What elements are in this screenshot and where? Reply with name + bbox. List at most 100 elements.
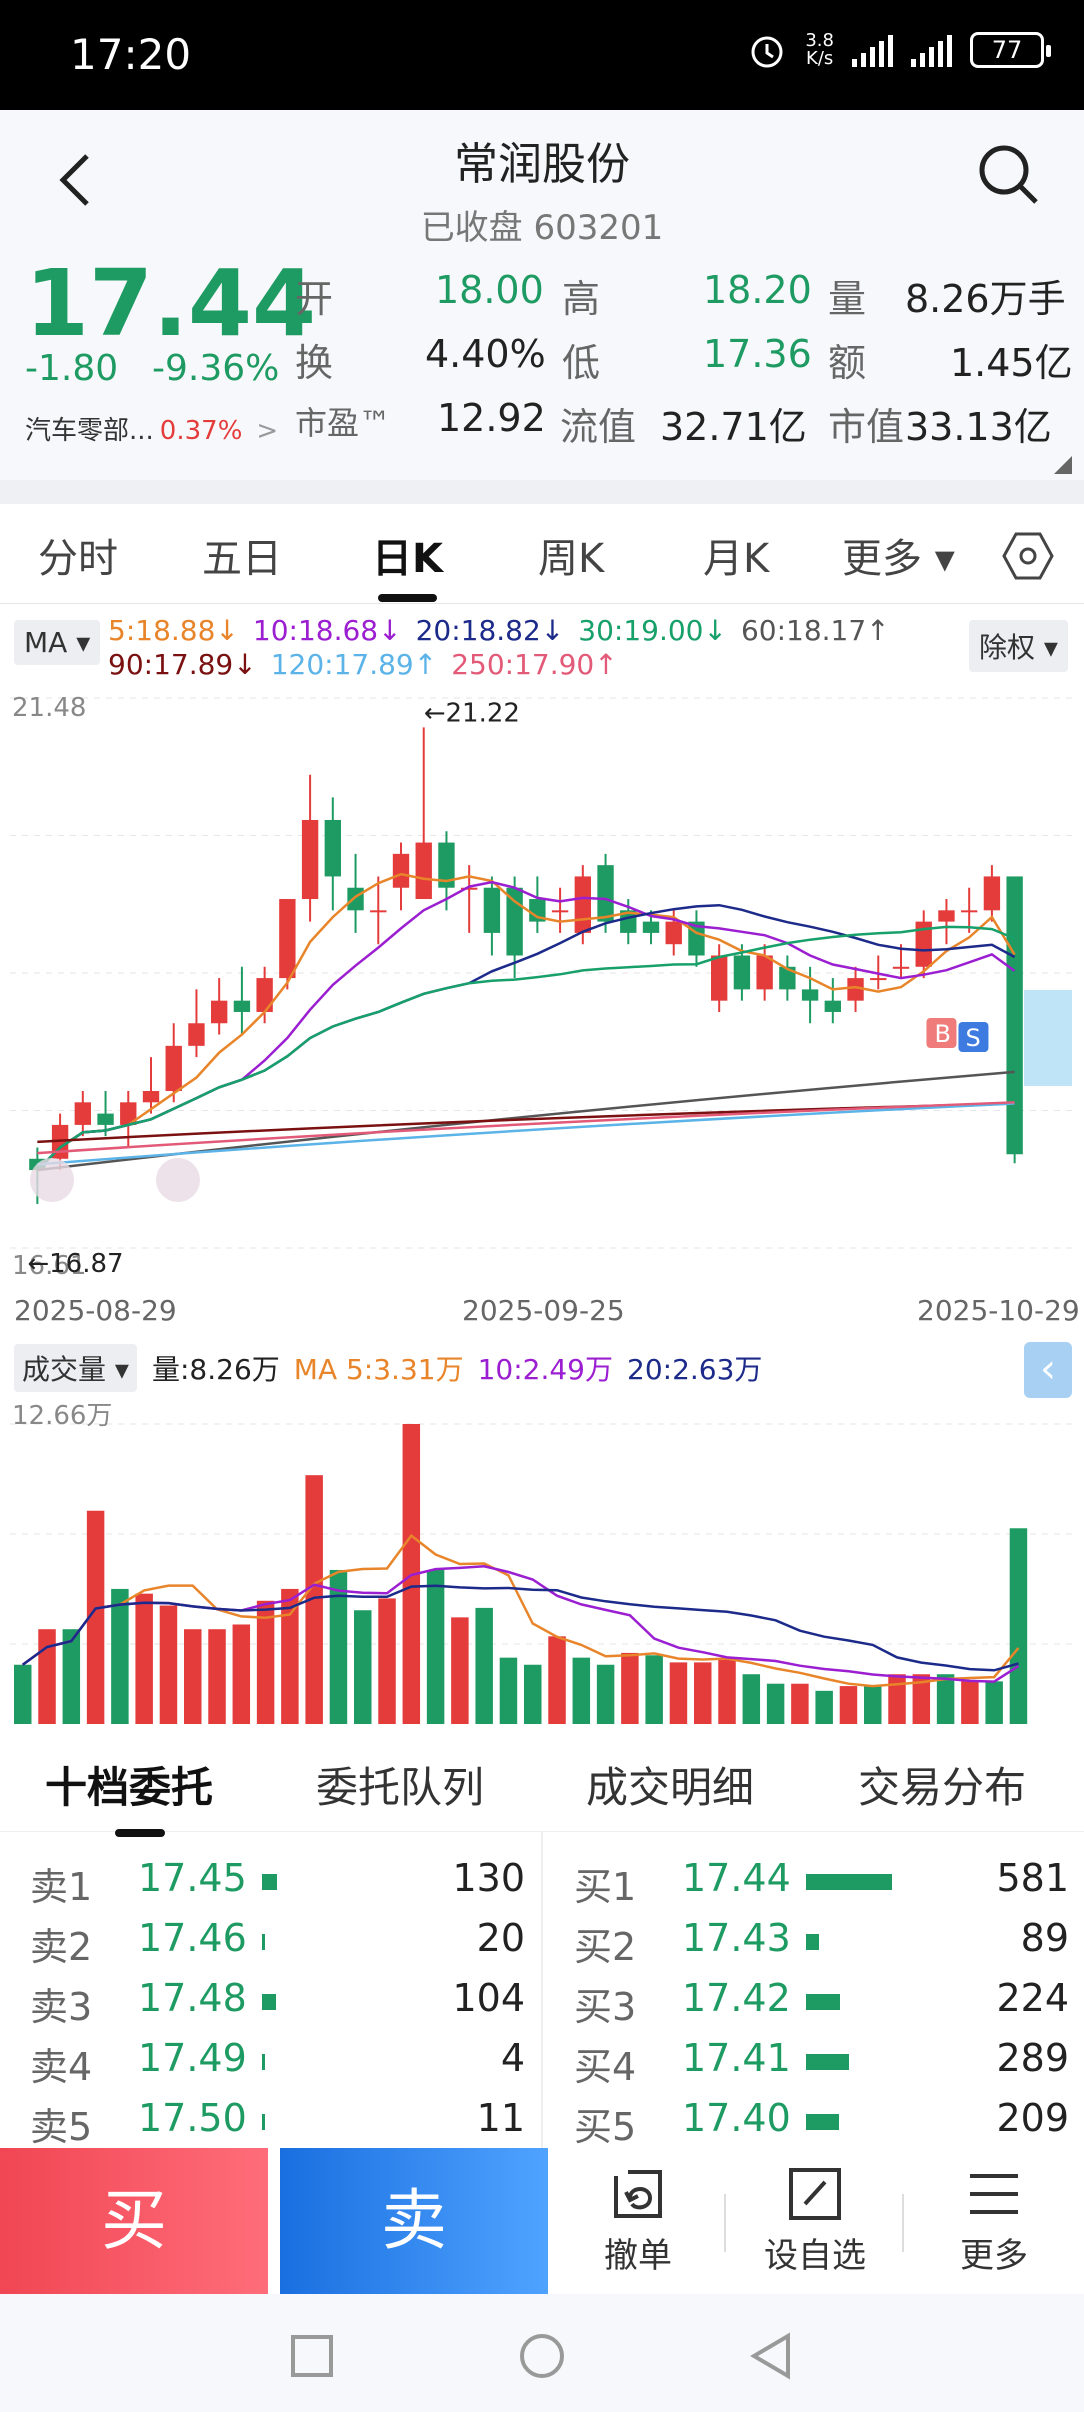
candle-body <box>506 887 523 956</box>
volume-bar <box>524 1664 542 1724</box>
signal-icon-2 <box>911 33 952 67</box>
stock-code: 已收盘 603201 <box>420 208 664 248</box>
buy-button[interactable]: 买 <box>0 2148 268 2294</box>
volume-bar <box>694 1662 712 1724</box>
add-watchlist-label: 设自选 <box>764 2236 866 2276</box>
buy-marker-label: B <box>934 1020 950 1048</box>
sector-link[interactable]: 汽车零部... 0.37% > <box>25 416 279 446</box>
system-nav-bar <box>0 2294 1084 2412</box>
ask-volume-bar <box>262 1994 276 2010</box>
order-book: 卖1 17.45 130 卖2 17.46 20 卖3 17.48 104 卖4 17.49 4 卖5 1… <box>0 1832 1084 2149</box>
ask-volume-bar <box>262 1874 277 1890</box>
settings-icon[interactable] <box>1002 530 1054 582</box>
ask-row[interactable]: 卖2 17.46 20 <box>30 1916 525 1976</box>
volume-bar <box>305 1475 323 1724</box>
adjust-selector[interactable]: 除权 ▾ <box>969 620 1068 672</box>
ask-row[interactable]: 卖5 17.50 11 <box>30 2096 525 2156</box>
volume-indicator-selector[interactable]: 成交量 ▾ <box>14 1344 137 1392</box>
ma-line-10 <box>36 880 1016 1171</box>
ma-line-30 <box>36 925 1016 1171</box>
price-change: -1.80 <box>25 348 119 389</box>
bid-row[interactable]: 买2 17.43 89 <box>574 1916 1069 1976</box>
add-watchlist-button[interactable]: 设自选 <box>745 2158 885 2277</box>
tab-weekly-k[interactable]: 周K <box>538 536 605 582</box>
back-nav-icon[interactable] <box>748 2332 792 2380</box>
bid-row[interactable]: 买3 17.42 224 <box>574 1976 1069 2036</box>
scroll-handle-right <box>156 1158 200 1202</box>
back-icon[interactable] <box>55 150 95 210</box>
volume-bar <box>14 1664 32 1724</box>
ask-level-label: 卖4 <box>30 2045 93 2089</box>
low-annotation: ←16.87 <box>27 1249 123 1279</box>
date-label-end: 2025-10-29 <box>917 1294 1080 1327</box>
sell-button[interactable]: 卖 <box>280 2148 548 2294</box>
search-icon[interactable] <box>974 140 1044 210</box>
more-button[interactable]: 更多 <box>924 2158 1064 2277</box>
tab-minute[interactable]: 分时 <box>38 536 118 582</box>
volume-bar <box>159 1605 178 1724</box>
tab-trade-details[interactable]: 成交明细 <box>586 1763 755 1812</box>
ask-level-label: 卖3 <box>30 1985 93 2029</box>
cancel-order-button[interactable]: 撤单 <box>568 2158 708 2277</box>
ma-value-3: 30:19.00↓ <box>578 614 727 647</box>
ask-price: 17.45 <box>138 1856 247 1900</box>
tab-more[interactable]: 更多 ▾ <box>842 536 955 582</box>
cap-label: 市值 <box>828 405 905 449</box>
ask-level-label: 卖1 <box>30 1865 93 1909</box>
tab-ten-level-orders[interactable]: 十档委托 <box>45 1754 213 1837</box>
ma-line-5 <box>36 872 1016 1171</box>
candle-body <box>892 966 910 969</box>
price-change-pct: -9.36% <box>152 348 280 389</box>
recent-apps-icon[interactable] <box>290 2334 334 2378</box>
tab-trade-distribution[interactable]: 交易分布 <box>858 1763 1027 1812</box>
vol-max-label: 12.66万 <box>12 1401 112 1431</box>
candle-body <box>165 1045 182 1092</box>
ask-volume-bar <box>262 1934 265 1950</box>
candle-body <box>870 978 887 981</box>
candle-body <box>188 1023 205 1046</box>
y-min-label: 16.61 <box>12 1251 86 1281</box>
candle-body <box>642 921 660 933</box>
volume-chart[interactable]: 12.66万 <box>0 1394 1084 1724</box>
candle-body <box>597 865 614 922</box>
ma-selector[interactable]: MA ▾ <box>14 620 101 665</box>
home-icon[interactable] <box>518 2332 566 2380</box>
volume-bar <box>354 1610 372 1724</box>
expand-corner-icon[interactable] <box>1054 456 1072 474</box>
high-value: 18.20 <box>703 268 812 312</box>
candle-body <box>142 1091 160 1103</box>
candle-body <box>370 910 387 913</box>
tab-daily-k[interactable]: 日K <box>372 526 443 602</box>
date-label-mid: 2025-09-25 <box>462 1294 625 1327</box>
volume-bar <box>985 1681 1003 1724</box>
tab-monthly-k[interactable]: 月K <box>703 536 770 582</box>
volume-bar <box>329 1569 348 1724</box>
ask-row[interactable]: 卖3 17.48 104 <box>30 1976 525 2036</box>
bid-row[interactable]: 买5 17.40 209 <box>574 2096 1069 2156</box>
candle-body <box>824 1000 841 1012</box>
float-value: 32.71亿 <box>660 405 807 449</box>
low-label: 低 <box>562 341 601 385</box>
candlestick-chart[interactable]: 21.48 16.61 ←21.22 ←16.87 B S <box>0 688 1084 1288</box>
amount-value: 1.45亿 <box>950 341 1073 385</box>
candle-body <box>733 955 751 990</box>
bid-row[interactable]: 买4 17.41 289 <box>574 2036 1069 2096</box>
tab-order-queue[interactable]: 委托队列 <box>316 1763 485 1812</box>
sell-marker-label: S <box>965 1024 980 1052</box>
volume-bar <box>961 1681 979 1724</box>
ask-row[interactable]: 卖1 17.45 130 <box>30 1856 525 1916</box>
bid-volume-bar <box>806 2054 849 2070</box>
date-label-start: 2025-08-29 <box>14 1294 177 1327</box>
ask-row[interactable]: 卖4 17.49 4 <box>30 2036 525 2096</box>
bid-level-label: 买2 <box>574 1925 637 1969</box>
bid-price: 17.41 <box>682 2036 791 2080</box>
candle-body <box>256 978 273 1012</box>
ask-level-label: 卖5 <box>30 2105 93 2149</box>
collapse-arrow-icon[interactable]: ‹ <box>1024 1342 1072 1398</box>
cancel-order-label: 撤单 <box>604 2236 672 2276</box>
ask-volume: 20 <box>476 1916 525 1960</box>
tab-five-day[interactable]: 五日 <box>202 536 282 582</box>
bid-row[interactable]: 买1 17.44 581 <box>574 1856 1069 1916</box>
volume-label: 量 <box>828 277 867 321</box>
turnover-label: 换 <box>295 341 334 385</box>
